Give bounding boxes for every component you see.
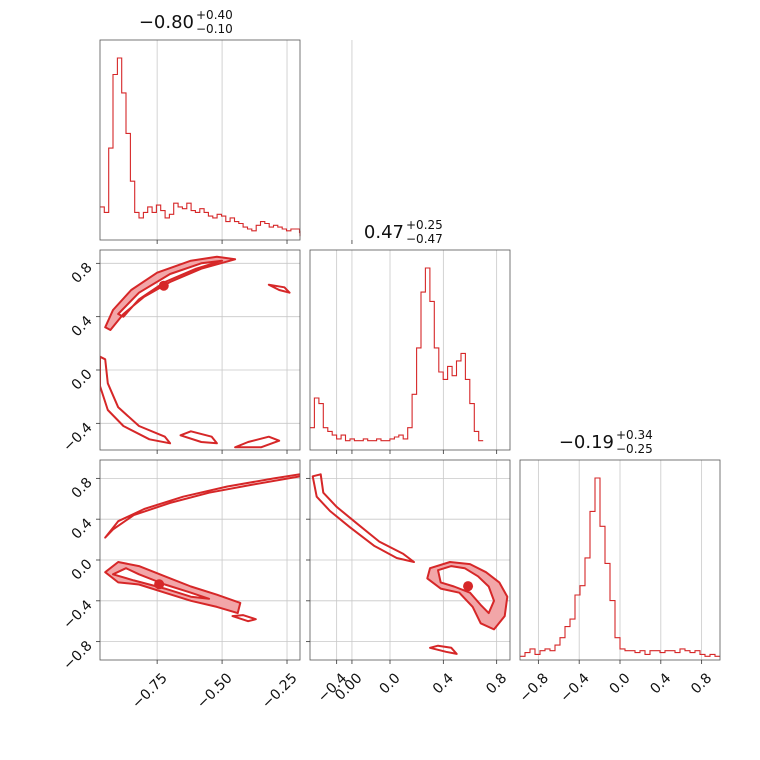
scatter-panel-1 — [99, 249, 301, 451]
contour-group — [100, 255, 291, 449]
y-tick-label: −0.4 — [60, 597, 95, 632]
y-tick-label: −0.8 — [60, 638, 95, 673]
histogram-step-line — [100, 57, 301, 237]
x-tick-label: −0.4 — [557, 670, 592, 705]
param-title-median: 0.47 — [364, 222, 404, 243]
density-peak — [463, 581, 474, 592]
y-tick-label: 0.8 — [69, 260, 96, 287]
param-title-plus: +0.40 — [196, 8, 233, 22]
x-tick-label: 0.8 — [483, 670, 510, 697]
y-tick-label: 0.8 — [69, 475, 96, 502]
density-peak — [154, 579, 165, 590]
contour-band — [104, 561, 242, 615]
param-title-plus: +0.34 — [616, 428, 653, 442]
x-tick-label: 0.8 — [688, 670, 715, 697]
x-tick-label: −0.50 — [194, 670, 236, 712]
contour-group — [311, 473, 509, 655]
histogram-panel-2 — [309, 249, 511, 451]
grid-layer — [100, 40, 703, 660]
y-tick-label: 0.4 — [69, 313, 96, 340]
contour-band — [179, 430, 218, 445]
contour-band — [267, 283, 291, 294]
contour-band — [311, 473, 415, 563]
param-title-plus: +0.25 — [406, 218, 443, 232]
contour-group — [104, 473, 391, 652]
param-title-minus: −0.47 — [406, 232, 443, 246]
x-tick-label: −0.75 — [129, 670, 171, 712]
contour-band — [234, 435, 281, 449]
density-peak — [158, 280, 169, 291]
x-tick-label: −0.25 — [259, 670, 301, 712]
contour-band — [305, 634, 391, 652]
histogram-step-line — [520, 477, 720, 657]
x-tick-label: 0.4 — [647, 670, 674, 697]
x-tick-label: 0.0 — [607, 670, 634, 697]
param-title-median: −0.80 — [139, 12, 194, 33]
contour-band — [100, 355, 172, 445]
contour-band — [104, 255, 237, 331]
x-tick-label: 0.4 — [430, 670, 457, 697]
x-tick-label: 0.0 — [377, 670, 404, 697]
contour-band — [104, 473, 300, 539]
y-tick-label: 0.0 — [69, 556, 96, 583]
histogram-step-line — [310, 267, 484, 442]
param-title-median: −0.19 — [559, 432, 614, 453]
contour-band — [231, 614, 257, 623]
param-title-minus: −0.25 — [616, 442, 653, 456]
histogram-panel-1 — [99, 39, 301, 241]
y-tick-label: 0.4 — [69, 515, 96, 542]
contour-band — [426, 561, 509, 631]
text-layer: −0.80 +0.40−0.100.47 +0.25−0.47−0.8 −0.4 0.0… — [60, 8, 715, 712]
x-tick-label: −0.8 — [517, 670, 552, 705]
param-title-minus: −0.10 — [196, 22, 233, 36]
frame-layer — [96, 39, 721, 664]
y-tick-label: 0.0 — [69, 366, 96, 393]
y-tick-label: −0.4 — [60, 420, 95, 455]
data-layer — [100, 57, 720, 657]
contour-band — [429, 644, 458, 655]
